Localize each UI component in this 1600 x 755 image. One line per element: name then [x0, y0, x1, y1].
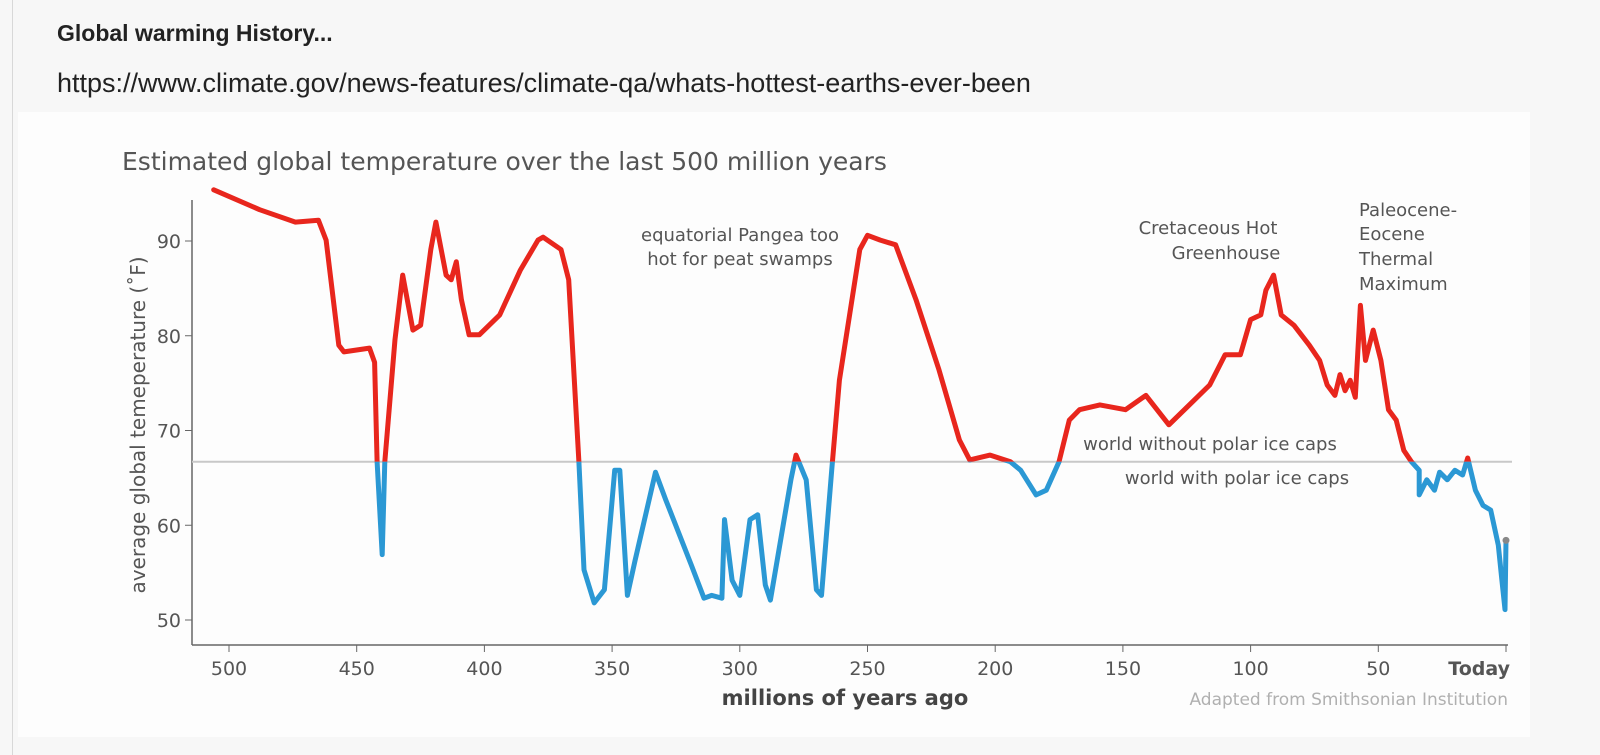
y-tick-label: 80	[157, 326, 181, 348]
annotation-cretaceous: Cretaceous Hot Greenhouse	[1139, 218, 1281, 264]
y-axis-label: average global temeperature (˚F)	[126, 256, 150, 593]
threshold-label-below: world with polar ice caps	[1125, 468, 1349, 489]
annotation-line: Maximum	[1359, 274, 1448, 295]
x-tick-label: 350	[594, 658, 630, 680]
annotation-line: hot for peat swamps	[647, 249, 832, 270]
x-tick-label: 500	[211, 658, 247, 680]
threshold-label-above: world without polar ice caps	[1083, 434, 1337, 455]
x-tick-label: 300	[722, 658, 758, 680]
annotation-line: Greenhouse	[1172, 243, 1281, 264]
x-tick-label: 250	[849, 658, 885, 680]
annotation-line: equatorial Pangea too	[641, 225, 839, 246]
x-tick-label: Today	[1448, 658, 1510, 680]
x-tick-label: 100	[1232, 658, 1268, 680]
annotation-line: Eocene	[1359, 224, 1425, 245]
chart-image	[18, 112, 1530, 737]
y-tick-label: 50	[157, 610, 181, 632]
annotation-petm: Paleocene- Eocene Thermal Maximum	[1358, 200, 1457, 295]
post-link[interactable]: https://www.climate.gov/news-features/cl…	[57, 68, 1031, 98]
x-tick-label: 450	[339, 658, 375, 680]
annotation-line: Paleocene-	[1359, 200, 1457, 221]
annotation-line: Thermal	[1358, 249, 1433, 270]
x-tick-label: 200	[977, 658, 1013, 680]
temperature-line-warm	[211, 187, 1472, 462]
annotation-line: Cretaceous Hot	[1139, 218, 1278, 239]
x-axis-label: millions of years ago	[722, 686, 969, 710]
x-tick-label: 400	[466, 658, 502, 680]
post-title: Global warming History...	[57, 20, 333, 46]
annotation-pangea: equatorial Pangea too hot for peat swamp…	[641, 225, 839, 270]
chart-title: Estimated global temperature over the la…	[122, 147, 887, 176]
today-marker	[1502, 536, 1510, 544]
y-tick-label: 60	[157, 515, 181, 537]
y-tick-label: 70	[157, 421, 181, 443]
x-tick-label: 50	[1366, 658, 1390, 680]
x-tick-label: 150	[1105, 658, 1141, 680]
credit-text: Adapted from Smithsonian Institution	[1189, 690, 1508, 710]
y-tick-label: 90	[157, 231, 181, 253]
